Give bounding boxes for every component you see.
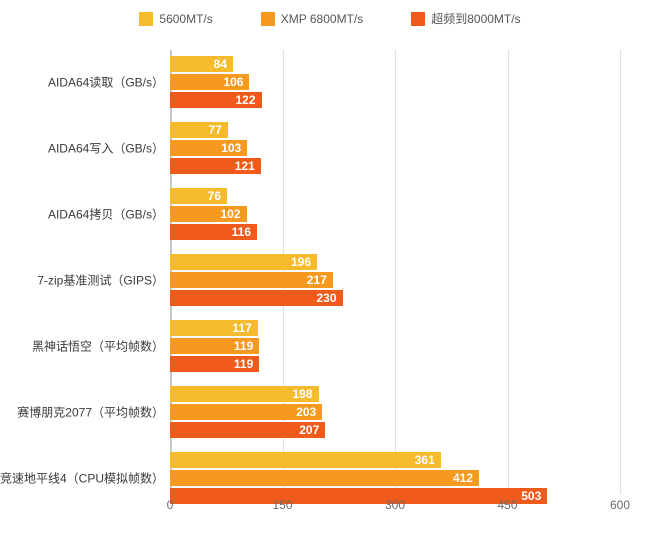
memory-benchmark-chart: 5600MT/s XMP 6800MT/s 超频到8000MT/s 84 106 1… [0, 0, 660, 539]
bar: 106 [170, 74, 249, 90]
bar-group: 198 203 207 [170, 386, 620, 438]
bar: 203 [170, 404, 322, 420]
y-category-label: 黑神话悟空（平均帧数） [32, 338, 164, 355]
bar: 119 [170, 356, 259, 372]
y-category-label: AIDA64拷贝（GB/s） [48, 206, 164, 223]
legend-item: 超频到8000MT/s [411, 10, 520, 27]
bar: 121 [170, 158, 261, 174]
bar: 196 [170, 254, 317, 270]
y-axis-labels: AIDA64读取（GB/s） AIDA64写入（GB/s） AIDA64拷贝（GB/… [0, 50, 164, 494]
y-category-label: 极限竞速地平线4（CPU模拟帧数） [0, 470, 164, 487]
bar-group: 196 217 230 [170, 254, 620, 306]
plot-area: 8410612277103121761021161962172301171191… [170, 50, 620, 494]
x-tick-label: 0 [167, 498, 174, 512]
legend-item: XMP 6800MT/s [261, 10, 363, 27]
x-tick-label: 600 [610, 498, 630, 512]
legend: 5600MT/s XMP 6800MT/s 超频到8000MT/s [0, 10, 660, 27]
legend-label: 5600MT/s [159, 12, 212, 26]
bar: 412 [170, 470, 479, 486]
y-category-label: AIDA64写入（GB/s） [48, 140, 164, 157]
y-category-label: 7-zip基准测试（GIPS） [37, 272, 164, 289]
bar-group: 76 102 116 [170, 188, 620, 240]
bar-group: 117 119 119 [170, 320, 620, 372]
bar-group: 361412503 [170, 452, 620, 504]
y-category-label: AIDA64读取（GB/s） [48, 74, 164, 91]
bar: 217 [170, 272, 333, 288]
bar-group: 77 103 121 [170, 122, 620, 174]
bar: 198 [170, 386, 319, 402]
legend-swatch-icon [139, 12, 153, 26]
legend-swatch-icon [261, 12, 275, 26]
bar: 117 [170, 320, 258, 336]
bar: 207 [170, 422, 325, 438]
bar: 230 [170, 290, 343, 306]
gridline [620, 50, 621, 494]
bar: 84 [170, 56, 233, 72]
bar-group: 84 106 122 [170, 56, 620, 108]
legend-label: 超频到8000MT/s [431, 10, 520, 27]
x-tick-label: 150 [272, 498, 292, 512]
bar-groups: 8410612277103121761021161962172301171191… [170, 50, 620, 494]
bar: 77 [170, 122, 228, 138]
bar: 103 [170, 140, 247, 156]
legend-label: XMP 6800MT/s [281, 12, 363, 26]
bar: 361 [170, 452, 441, 468]
bar: 116 [170, 224, 257, 240]
legend-swatch-icon [411, 12, 425, 26]
x-axis-labels: 0150300450600 [170, 498, 620, 514]
x-tick-label: 450 [497, 498, 517, 512]
bar: 76 [170, 188, 227, 204]
legend-item: 5600MT/s [139, 10, 212, 27]
bar: 119 [170, 338, 259, 354]
x-tick-label: 300 [385, 498, 405, 512]
y-category-label: 赛博朋克2077（平均帧数） [17, 404, 164, 421]
bar: 102 [170, 206, 247, 222]
bar: 122 [170, 92, 262, 108]
